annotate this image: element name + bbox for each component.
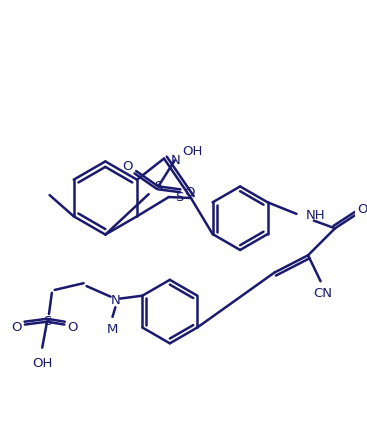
Text: S: S [154, 180, 163, 193]
Text: NH: NH [306, 209, 326, 222]
Text: OH: OH [182, 145, 203, 158]
Text: O: O [184, 186, 195, 199]
Text: M: M [107, 323, 118, 336]
Text: O: O [122, 160, 133, 173]
Text: N: N [171, 154, 181, 167]
Text: OH: OH [32, 357, 52, 370]
Text: S: S [175, 191, 184, 204]
Text: CN: CN [313, 287, 332, 300]
Text: S: S [43, 315, 51, 328]
Text: O: O [11, 321, 22, 334]
Text: O: O [358, 202, 367, 215]
Text: O: O [67, 321, 77, 334]
Text: N: N [110, 294, 120, 307]
